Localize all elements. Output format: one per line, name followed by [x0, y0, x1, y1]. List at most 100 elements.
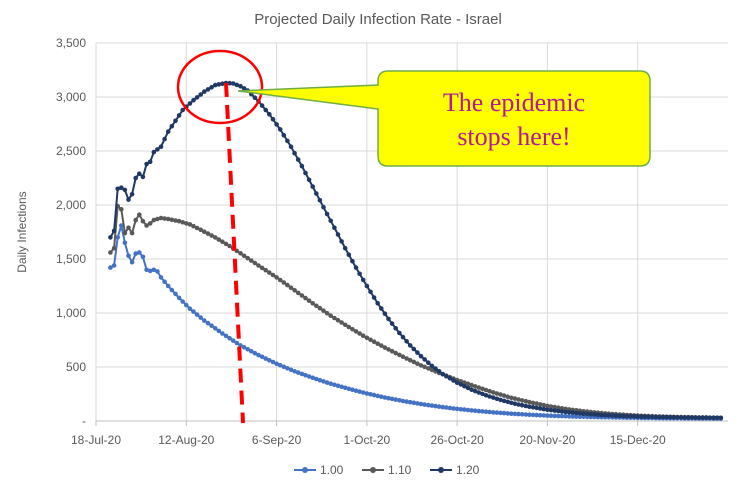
data-point	[696, 415, 702, 420]
data-point	[498, 392, 503, 397]
data-point	[165, 129, 171, 134]
data-point	[447, 376, 453, 381]
data-point	[314, 376, 319, 382]
data-point	[469, 408, 474, 413]
data-point	[364, 335, 370, 341]
data-point	[328, 381, 334, 387]
data-point	[295, 290, 301, 296]
data-point	[245, 255, 250, 261]
data-point	[429, 363, 435, 369]
data-point	[545, 413, 550, 418]
data-point	[241, 86, 247, 91]
data-point	[339, 239, 344, 244]
data-point	[321, 308, 326, 314]
data-point	[642, 414, 648, 420]
data-point	[357, 271, 362, 277]
data-point	[537, 402, 543, 407]
data-point	[646, 414, 651, 420]
data-point	[176, 295, 182, 301]
data-point	[252, 260, 258, 266]
data-point	[386, 347, 391, 352]
data-point	[667, 415, 673, 420]
data-point	[400, 334, 406, 340]
data-point	[194, 95, 200, 100]
data-point	[303, 170, 308, 176]
data-point	[574, 414, 579, 419]
data-point	[111, 245, 117, 251]
data-point	[516, 411, 521, 417]
data-point	[664, 414, 669, 420]
data-point	[180, 220, 185, 225]
data-point	[129, 191, 135, 197]
data-point	[277, 127, 283, 132]
data-point	[198, 227, 203, 233]
data-point	[498, 410, 503, 416]
y-tick-label: 3,500	[56, 36, 86, 50]
data-point	[418, 363, 424, 368]
data-point	[566, 410, 572, 415]
data-point	[483, 409, 489, 415]
data-point	[407, 343, 413, 348]
data-point	[353, 329, 359, 334]
data-point	[523, 398, 529, 404]
data-point	[230, 81, 236, 86]
data-point	[505, 399, 511, 405]
data-point	[108, 250, 113, 255]
y-tick-label: -	[82, 414, 86, 428]
data-point	[122, 187, 128, 193]
data-point	[592, 412, 597, 417]
data-point	[285, 282, 290, 288]
data-point	[407, 357, 413, 363]
data-point	[137, 171, 142, 176]
data-point	[501, 398, 507, 404]
data-point	[628, 414, 633, 419]
data-point	[346, 386, 352, 392]
data-point	[270, 272, 276, 278]
x-tick-label: 26-Oct-20	[430, 433, 484, 447]
data-point	[299, 163, 305, 169]
data-point	[111, 228, 117, 234]
data-point	[599, 412, 604, 418]
dashed-line	[224, 82, 246, 424]
data-point	[454, 406, 460, 412]
data-point	[328, 218, 334, 224]
data-point	[472, 384, 478, 389]
data-point	[574, 410, 579, 416]
data-point	[606, 413, 612, 418]
data-point	[700, 415, 705, 420]
data-point	[548, 407, 554, 413]
data-point	[342, 245, 348, 251]
data-point	[487, 409, 492, 415]
data-point	[256, 352, 261, 358]
data-point	[375, 341, 381, 347]
data-point	[454, 380, 460, 386]
data-point	[191, 309, 196, 314]
data-point	[465, 381, 471, 387]
data-point	[155, 269, 160, 274]
data-point	[505, 411, 511, 416]
data-point	[317, 305, 323, 311]
data-point	[209, 233, 214, 238]
data-point	[426, 402, 431, 408]
data-point	[108, 235, 113, 240]
data-point	[451, 378, 456, 383]
data-point	[382, 345, 388, 350]
data-point	[176, 218, 182, 224]
data-point	[660, 414, 666, 420]
data-point	[299, 371, 305, 377]
data-point	[169, 287, 175, 293]
data-point	[310, 184, 316, 189]
data-point	[400, 398, 406, 404]
data-point	[472, 408, 478, 414]
x-tick-label: 15-Dec-20	[610, 433, 666, 447]
data-point	[158, 275, 164, 280]
data-point	[111, 263, 117, 268]
data-point	[364, 283, 370, 289]
data-point	[545, 407, 550, 413]
data-point	[566, 414, 572, 419]
data-point	[292, 150, 297, 156]
data-point	[245, 347, 250, 352]
data-point	[169, 217, 175, 223]
data-point	[476, 390, 482, 395]
data-point	[144, 161, 149, 167]
